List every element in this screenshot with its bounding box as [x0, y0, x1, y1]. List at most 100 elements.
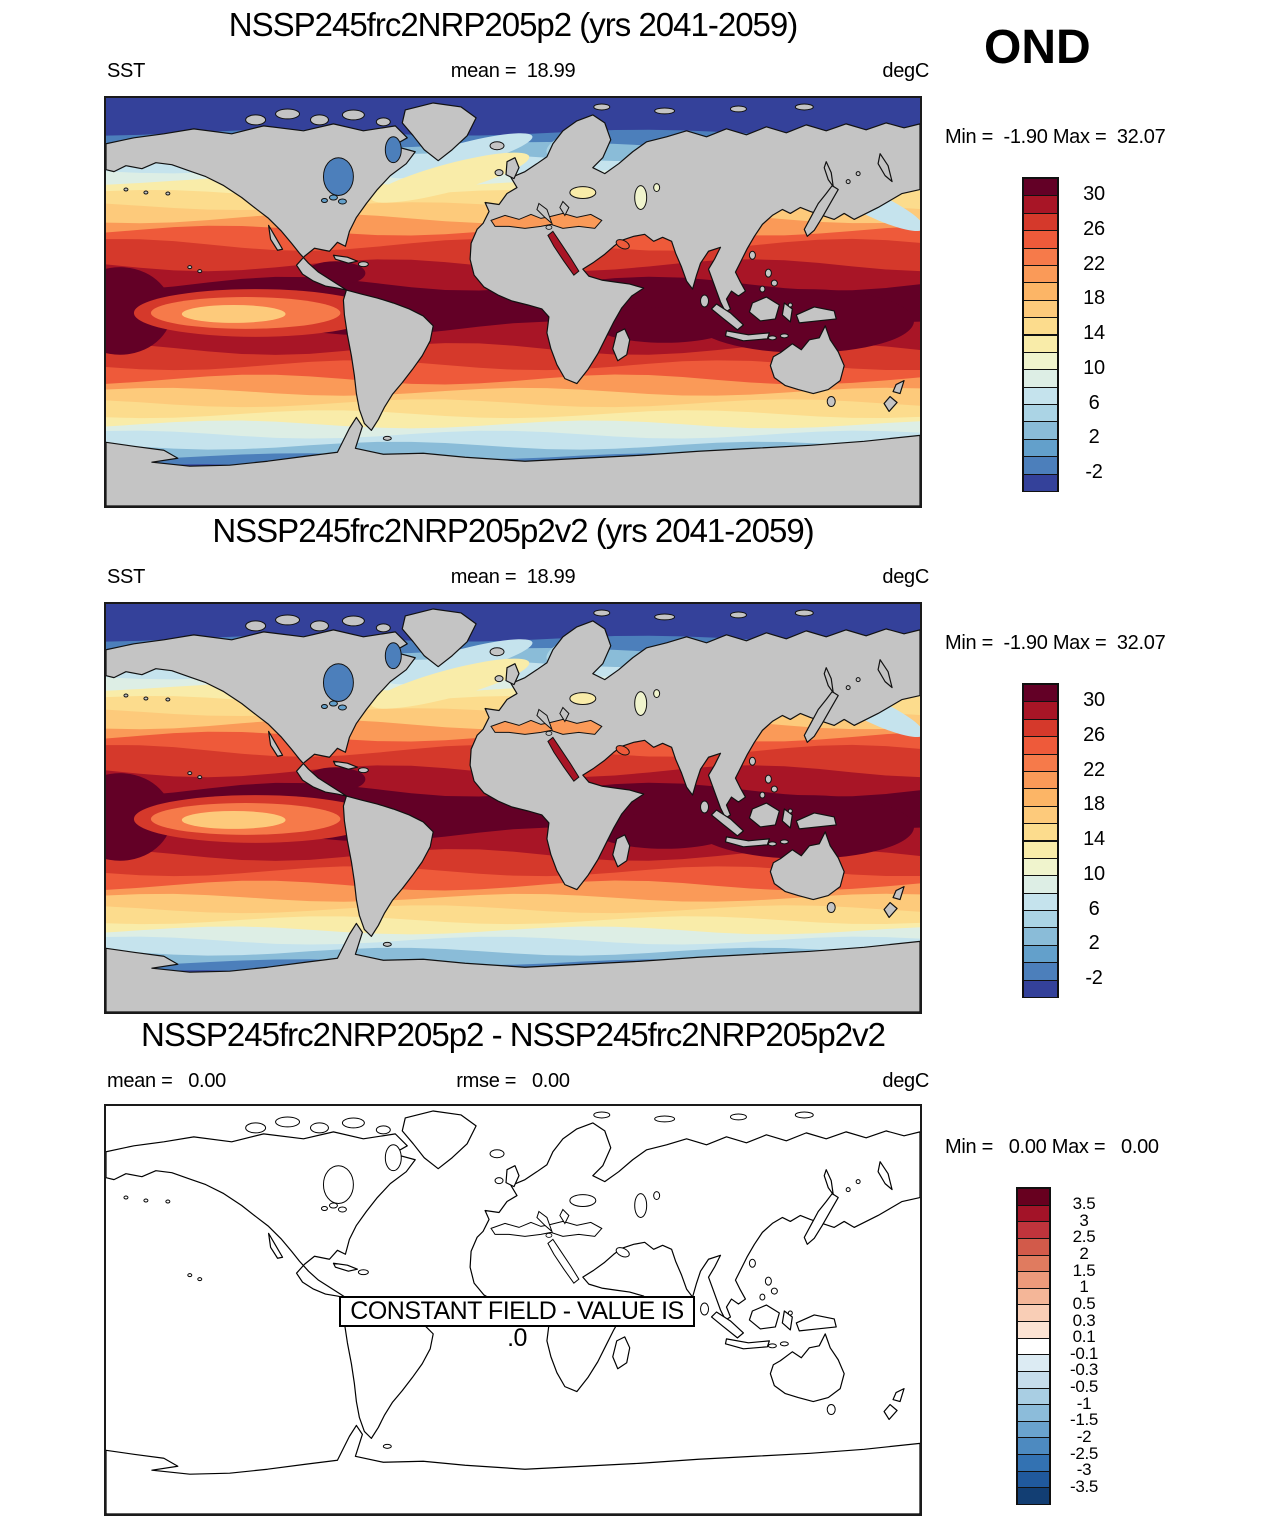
colorbar-tick-label: 6 — [1088, 391, 1100, 414]
colorbar-tick-label: -2 — [1085, 967, 1103, 990]
colorbar-tick-label: 2 — [1079, 1243, 1089, 1263]
colorbar-segment — [1023, 962, 1058, 981]
colorbar-segment — [1023, 823, 1058, 842]
colorbar-segment — [1017, 1387, 1050, 1406]
panel3-units-label: degC — [882, 1070, 929, 1092]
colorbar-segment — [1017, 1221, 1050, 1239]
colorbar-tick-label: 26 — [1083, 217, 1105, 240]
panel1-field-label: SST — [107, 60, 145, 82]
panel1-mean-label: mean = 18.99 — [450, 60, 576, 82]
panel2-title: NSSP245frc2NRP205p2v2 (yrs 2041-2059) — [212, 512, 814, 549]
panel1-map — [104, 96, 922, 508]
colorbar-tick-label: -2.5 — [1069, 1443, 1099, 1463]
colorbar-tick-label: 22 — [1083, 252, 1105, 275]
colorbar-segment — [1017, 1487, 1050, 1505]
colorbar-segment — [1017, 1287, 1050, 1306]
colorbar-segment — [1017, 1337, 1050, 1356]
colorbar-tick-label: 18 — [1083, 793, 1105, 816]
colorbar-segment — [1023, 788, 1058, 807]
panel2-minmax-label: Min = -1.90 Max = 32.07 — [945, 632, 1166, 654]
panel2-mean-label: mean = 18.99 — [450, 566, 576, 588]
colorbar-segment — [1023, 840, 1058, 859]
colorbar-tick-label: 26 — [1083, 723, 1105, 746]
panel1-minmax-label: Min = -1.90 Max = 32.07 — [945, 126, 1166, 148]
colorbar-segment — [1023, 718, 1058, 738]
colorbar-segment — [1023, 857, 1058, 877]
colorbar-segment — [1023, 979, 1058, 998]
colorbar-segment — [1017, 1321, 1050, 1339]
colorbar-segment — [1023, 805, 1058, 825]
colorbar-segment — [1023, 910, 1058, 929]
colorbar-tick-label: -3.5 — [1069, 1476, 1099, 1496]
colorbar-tick-label: 30 — [1083, 182, 1105, 205]
colorbar-segment — [1017, 1271, 1050, 1289]
panel2-units-label: degC — [882, 566, 929, 588]
colorbar-segment — [1023, 875, 1058, 894]
colorbar-tick-label: 3.5 — [1072, 1194, 1096, 1214]
colorbar-tick-label: 22 — [1083, 758, 1105, 781]
colorbar-segment — [1023, 282, 1058, 301]
colorbar-segment — [1023, 421, 1058, 440]
season-label: OND — [984, 21, 1091, 74]
colorbar-tick-label: 14 — [1083, 322, 1105, 345]
colorbar-tick-label: -2 — [1085, 461, 1103, 484]
colorbar-segment — [1023, 770, 1058, 790]
colorbar-segment — [1023, 753, 1058, 772]
constant-field-label: CONSTANT FIELD - VALUE IS .0 — [339, 1296, 695, 1352]
colorbar-segment — [1023, 456, 1058, 475]
panel1-title: NSSP245frc2NRP205p2 (yrs 2041-2059) — [228, 6, 799, 43]
colorbar-segment — [1023, 212, 1058, 232]
panel3-colorbar: 3.5 3 2.5 2 1.5 1 0.5 0.3 0.1 -0.1 -0.3 -0.5 -1 -1.5-… — [1016, 1187, 1098, 1505]
colorbar-segment — [1017, 1254, 1050, 1273]
colorbar-tick-label: 2 — [1088, 932, 1100, 955]
colorbar-tick-label: 14 — [1083, 828, 1105, 851]
colorbar-tick-label: -2 — [1076, 1426, 1092, 1446]
colorbar-segment — [1017, 1470, 1050, 1489]
panel3-mean-label: mean = 0.00 — [107, 1070, 226, 1092]
colorbar-segment — [1023, 473, 1058, 492]
colorbar-tick-label: -0.1 — [1069, 1343, 1099, 1363]
colorbar-segment — [1023, 351, 1058, 371]
colorbar-segment — [1023, 927, 1058, 946]
colorbar-segment — [1023, 317, 1058, 336]
colorbar-segment — [1023, 369, 1058, 388]
panel1-colorbar: 30 26 22 18 14 10 6 2 -2 — [1022, 177, 1105, 492]
panel3-title: NSSP245frc2NRP205p2 - NSSP245frc2NRP205p… — [141, 1016, 886, 1053]
colorbar-segment — [1023, 334, 1058, 353]
colorbar-tick-label: -1.5 — [1069, 1410, 1099, 1430]
world-map-sst-2 — [106, 604, 920, 1012]
panel1-units-label: degC — [882, 60, 929, 82]
colorbar-segment — [1017, 1370, 1050, 1389]
colorbar-segment — [1023, 195, 1058, 214]
colorbar-tick-label: 2 — [1088, 426, 1100, 449]
colorbar-tick-label: 10 — [1083, 862, 1105, 885]
colorbar-segment — [1023, 386, 1058, 406]
colorbar-segment — [1023, 230, 1058, 249]
colorbar-tick-label: 2.5 — [1072, 1227, 1096, 1247]
colorbar-tick-label: 10 — [1083, 356, 1105, 379]
colorbar-segment — [1023, 736, 1058, 755]
colorbar-segment — [1017, 1454, 1050, 1472]
panel3-rmse-label: rmse = 0.00 — [456, 1070, 570, 1092]
colorbar-segment — [1023, 684, 1058, 703]
colorbar-segment — [1017, 1354, 1050, 1372]
colorbar-segment — [1017, 1437, 1050, 1456]
colorbar-segment — [1017, 1304, 1050, 1323]
panel2-map — [104, 602, 922, 1014]
world-map-sst-1 — [106, 98, 920, 506]
colorbar-tick-label: 0.5 — [1072, 1293, 1096, 1313]
colorbar-tick-label: 1 — [1079, 1277, 1089, 1297]
colorbar-segment — [1023, 264, 1058, 284]
colorbar-segment — [1023, 178, 1058, 197]
colorbar-tick-label: 0.1 — [1072, 1327, 1096, 1347]
colorbar-segment — [1023, 404, 1058, 423]
colorbar-segment — [1023, 892, 1058, 912]
colorbar-tick-label: -0.3 — [1069, 1360, 1099, 1380]
colorbar-segment — [1017, 1404, 1050, 1422]
colorbar-segment — [1017, 1237, 1050, 1256]
colorbar-segment — [1017, 1188, 1050, 1206]
colorbar-segment — [1023, 944, 1058, 964]
colorbar-tick-label: 6 — [1088, 897, 1100, 920]
colorbar-tick-label: -3 — [1076, 1460, 1092, 1480]
